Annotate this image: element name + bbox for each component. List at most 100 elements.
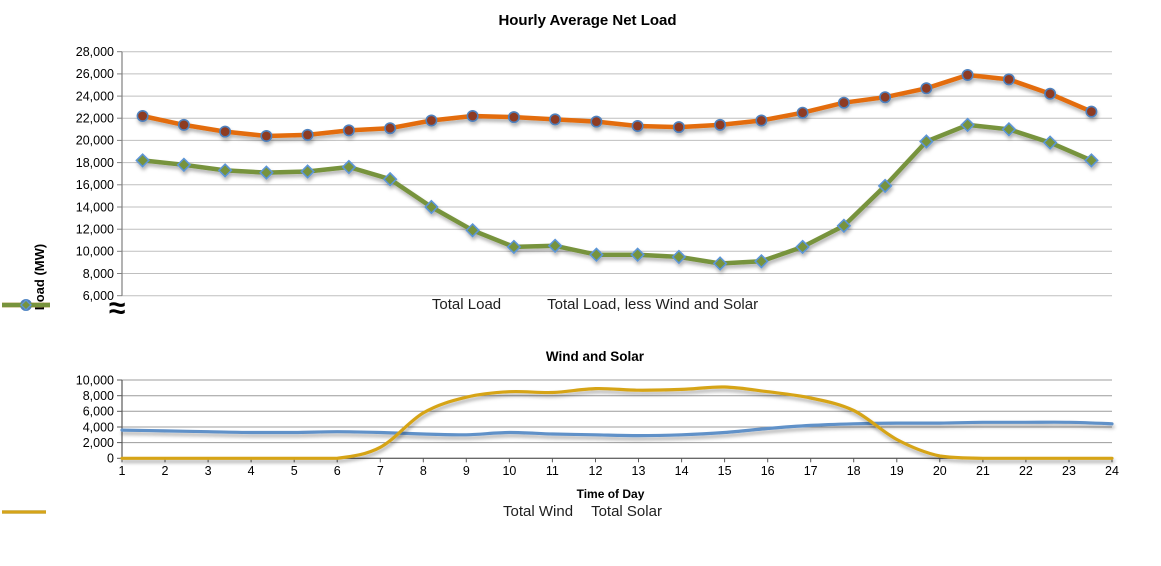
total-solar-line <box>120 385 1114 460</box>
legend-item-net-load: Total Load, less Wind and Solar <box>2 296 759 313</box>
legend-item-total-wind: Total Wind <box>2 503 573 520</box>
x-tick-label: 7 <box>377 464 384 478</box>
bottom-chart-legend: Total Wind Total Solar <box>0 503 1161 520</box>
data-point-marker <box>961 68 974 81</box>
y-tick-label: 10,000 <box>76 373 114 387</box>
data-point-marker <box>1042 135 1058 150</box>
data-point-marker <box>671 249 687 265</box>
x-tick-label: 3 <box>205 464 212 478</box>
data-point-marker <box>300 164 315 179</box>
data-point-marker <box>1002 73 1015 86</box>
x-tick-label: 12 <box>589 464 603 478</box>
x-axis-title: Time of Day <box>576 487 645 501</box>
x-tick-label: 10 <box>502 464 516 478</box>
y-axis: 6,000 8,000 10,000 12,000 14,000 16,000 18,000… <box>76 45 123 303</box>
data-point-marker <box>1001 121 1017 137</box>
data-point-marker <box>301 128 314 141</box>
data-point-marker <box>342 124 355 137</box>
data-point-marker <box>424 199 439 215</box>
y-tick-label: 6,000 <box>83 405 114 419</box>
data-point-marker <box>836 218 852 234</box>
data-point-marker <box>877 178 893 194</box>
data-point-marker <box>672 121 685 134</box>
data-point-marker <box>837 96 850 109</box>
x-tick-label: 1 <box>119 464 126 478</box>
data-point-marker <box>630 247 645 263</box>
y-tick-label: 20,000 <box>76 134 114 148</box>
data-point-marker <box>712 256 728 271</box>
x-tick-label: 20 <box>933 464 947 478</box>
net-load-legend-sample <box>2 298 50 311</box>
y-tick-label: 10,000 <box>76 245 114 259</box>
data-point-marker <box>960 117 975 133</box>
bottom-chart-title: Wind and Solar <box>545 349 645 364</box>
y-tick-label: 8,000 <box>83 267 114 281</box>
total-load-line <box>140 72 1094 139</box>
axis-break-symbol: ≈ <box>109 292 126 325</box>
data-point-marker <box>506 239 522 255</box>
x-tick-label: 17 <box>804 464 818 478</box>
legend-label: Total Load, less Wind and Solar <box>547 296 759 313</box>
y-tick-label: 14,000 <box>76 200 114 214</box>
x-tick-label: 16 <box>761 464 775 478</box>
data-point-marker <box>219 125 232 138</box>
x-tick-label: 22 <box>1019 464 1033 478</box>
y-tick-label: 24,000 <box>76 89 114 103</box>
y-tick-label: 8,000 <box>83 389 114 403</box>
data-point-marker <box>259 165 274 180</box>
legend-label: Total Load <box>431 296 502 313</box>
x-axis: 1 2 3 4 5 6 7 8 9 10 11 12 13 14 15 16 17 18 19 20 21 22 23 24 <box>119 457 1119 478</box>
data-point-marker <box>1085 105 1098 118</box>
y-axis-title: Load (MW) <box>32 243 47 311</box>
data-point-marker <box>466 110 479 123</box>
y-tick-label: 0 <box>107 452 114 466</box>
data-point-marker <box>755 114 768 127</box>
data-point-marker <box>549 113 562 126</box>
x-tick-label: 23 <box>1062 464 1076 478</box>
data-point-marker <box>465 222 480 238</box>
y-tick-label: 22,000 <box>76 112 114 126</box>
data-point-marker <box>796 106 809 119</box>
data-point-marker <box>382 171 398 187</box>
data-point-marker <box>176 157 192 173</box>
y-tick-label: 2,000 <box>83 436 114 450</box>
x-tick-label: 6 <box>334 464 341 478</box>
data-point-marker <box>919 134 934 149</box>
series-total-load <box>136 68 1098 143</box>
data-point-marker <box>136 110 149 123</box>
legend-item-total-solar: Total Solar <box>2 503 662 520</box>
y-tick-label: 16,000 <box>76 178 114 192</box>
data-point-marker <box>590 115 603 128</box>
total-wind-line <box>120 420 1114 438</box>
top-chart-legend: Total Load Total Load, less Wind and Sol… <box>0 296 1161 313</box>
top-chart-title: Hourly Average Net Load <box>498 12 677 29</box>
x-tick-label: 2 <box>162 464 169 478</box>
x-tick-label: 4 <box>248 464 255 478</box>
y-tick-label: 4,000 <box>83 420 114 434</box>
x-tick-label: 18 <box>847 464 861 478</box>
data-point-marker <box>507 111 520 124</box>
data-point-marker <box>1084 153 1099 168</box>
data-point-marker <box>425 114 438 127</box>
legend-diamond-marker <box>20 298 32 311</box>
series-total-load-less-wind-and-solar <box>135 117 1099 271</box>
data-point-marker <box>547 238 563 254</box>
data-point-marker <box>754 253 769 269</box>
data-point-marker <box>135 153 150 168</box>
total-solar-legend-sample <box>2 509 46 514</box>
y-tick-label: 12,000 <box>76 223 114 237</box>
data-point-marker <box>217 163 233 178</box>
series-total-wind <box>120 420 1114 438</box>
x-tick-label: 13 <box>632 464 646 478</box>
data-point-marker <box>714 118 727 131</box>
data-point-marker <box>260 130 273 143</box>
data-point-marker <box>631 120 644 133</box>
data-point-marker <box>177 118 190 131</box>
x-tick-label: 8 <box>420 464 427 478</box>
x-tick-label: 5 <box>291 464 298 478</box>
y-tick-label: 28,000 <box>76 45 114 59</box>
x-tick-label: 9 <box>463 464 470 478</box>
